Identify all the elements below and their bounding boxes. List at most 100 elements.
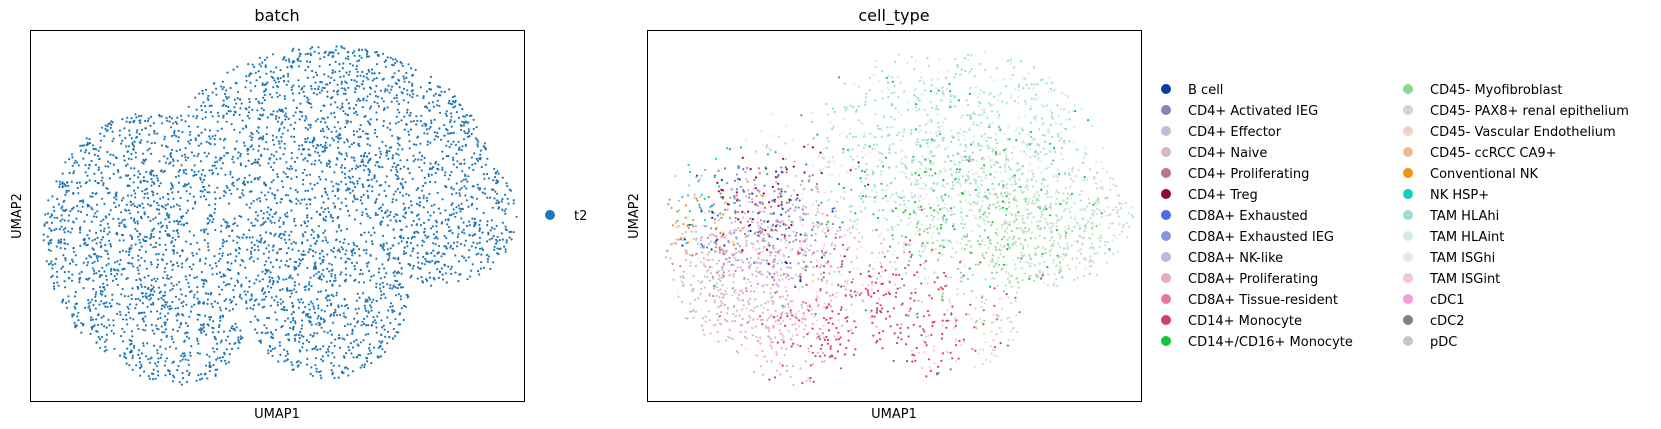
cell-type-point [811,362,815,366]
batch-point [309,126,312,129]
cell-type-point [811,253,814,256]
batch-point [251,144,254,147]
cell-type-point [816,332,819,335]
cell-type-point [766,308,770,311]
batch-point [263,99,266,102]
batch-point [287,58,290,61]
batch-point [407,130,410,133]
batch-point [269,70,272,73]
batch-point [347,58,350,61]
batch-point [226,253,230,256]
cell-type-point [749,297,752,300]
batch-point [203,239,206,242]
batch-point [356,180,359,183]
batch-point [57,284,60,287]
batch-point [172,341,175,344]
batch-point [281,324,284,328]
batch-point [311,228,314,232]
batch-point [227,105,230,108]
batch-point [327,75,330,78]
batch-point [333,111,336,114]
batch-point [411,250,414,253]
batch-point [167,198,170,201]
batch-point [272,168,275,172]
cell-type-point [721,284,724,287]
batch-point [316,317,319,320]
batch-point [257,319,260,322]
cell-type-point [747,210,750,213]
batch-point [122,239,125,242]
batch-point [399,219,402,223]
batch-point [319,348,322,351]
batch-point [401,177,404,181]
batch-point [370,178,373,181]
batch-point [222,218,225,221]
batch-point [119,176,122,179]
batch-point [208,219,211,222]
batch-point [102,218,105,221]
batch-point [46,235,50,238]
batch-point [247,218,250,221]
batch-point [125,357,128,360]
batch-point [388,214,391,217]
batch-point [283,95,286,98]
batch-point [150,169,153,172]
batch-point [233,110,236,113]
batch-point [314,81,317,84]
batch-point [255,129,258,133]
batch-point [76,181,79,184]
batch-point [185,278,188,281]
batch-point [190,305,193,308]
batch-point [287,247,290,250]
batch-point [308,141,311,144]
batch-point [140,217,143,220]
cell-type-point [713,287,716,290]
batch-point [212,171,215,174]
batch-point [106,150,109,154]
batch-point [73,305,76,308]
batch-point [248,229,251,232]
batch-point [324,50,327,53]
batch-point [297,264,300,267]
cell-type-point [801,218,805,221]
batch-point [212,364,215,367]
batch-point [204,105,207,108]
batch-point [89,332,92,336]
batch-point [394,294,398,297]
batch-point [288,60,291,63]
batch-point [259,341,263,344]
batch-point [46,212,50,215]
batch-point [178,148,182,151]
batch-point [193,170,196,173]
batch-point [68,262,72,265]
batch-point [383,189,386,192]
batch-point [275,202,278,205]
batch-point [321,249,324,252]
batch-point [414,158,417,161]
batch-point [365,212,368,215]
batch-point [50,260,53,263]
batch-point [157,263,160,266]
batch-point [297,65,300,68]
batch-point [478,247,482,250]
batch-point [111,140,114,143]
batch-point [180,217,183,220]
cell-type-point [713,299,716,302]
batch-point [278,277,281,280]
batch-point [219,197,222,200]
batch-point [256,245,260,248]
batch-point [331,283,334,286]
cell-type-point [792,230,795,233]
batch-point [445,236,448,240]
batch-point [232,161,235,164]
batch-point [228,329,231,332]
batch-point [475,253,478,256]
batch-point [288,339,291,342]
batch-point [285,333,288,337]
batch-point [75,263,78,266]
batch-point [308,60,312,64]
batch-point [378,287,382,290]
batch-point [432,105,435,108]
batch-point [270,208,273,211]
batch-point [389,321,392,325]
